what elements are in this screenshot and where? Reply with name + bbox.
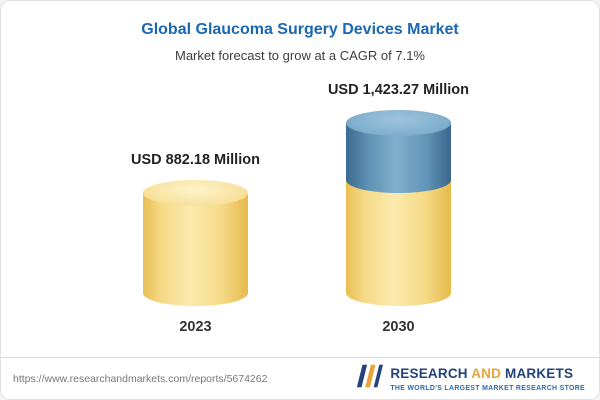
bar-2030-top-segment xyxy=(345,110,451,193)
category-label-2023: 2023 xyxy=(179,319,212,335)
bar-2030-top-ellipse xyxy=(345,110,451,136)
chart-title: Global Glaucoma Surgery Devices Market xyxy=(141,21,459,38)
logo-wordmark: RESEARCH AND MARKETS xyxy=(390,366,573,381)
bar-group-2030: USD 1,423.27 Million 2030 xyxy=(328,82,469,335)
bar-2023-cylinder xyxy=(142,180,248,306)
footer-bar: https://www.researchandmarkets.com/repor… xyxy=(1,357,599,399)
chart-plot-area: USD 882.18 Million 2023 USD 1,423.27 Mil… xyxy=(1,82,599,335)
logo-word-research: RESEARCH xyxy=(390,366,468,381)
logo-text: RESEARCH AND MARKETS THE WORLD'S LARGEST… xyxy=(390,365,585,392)
value-label-2030: USD 1,423.27 Million xyxy=(327,82,469,98)
category-label-2030: 2030 xyxy=(382,319,415,335)
report-url-link[interactable]: https://www.researchandmarkets.com/repor… xyxy=(13,372,268,385)
logo-link[interactable]: RESEARCH AND MARKETS THE WORLD'S LARGEST… xyxy=(355,364,585,393)
logo-word-and: AND xyxy=(471,366,502,381)
logo-word-markets: MARKETS xyxy=(505,366,574,381)
bar-2030-cylinder xyxy=(345,110,451,306)
chart-subtitle: Market forecast to grow at a CAGR of 7.1… xyxy=(175,48,425,63)
bar-2023-top-ellipse xyxy=(142,180,248,206)
logo-icon xyxy=(355,364,384,393)
logo-tagline: THE WORLD'S LARGEST MARKET RESEARCH STOR… xyxy=(390,385,585,392)
bar-group-2023: USD 882.18 Million 2023 xyxy=(131,152,260,335)
value-label-2023: USD 882.18 Million xyxy=(131,152,260,168)
